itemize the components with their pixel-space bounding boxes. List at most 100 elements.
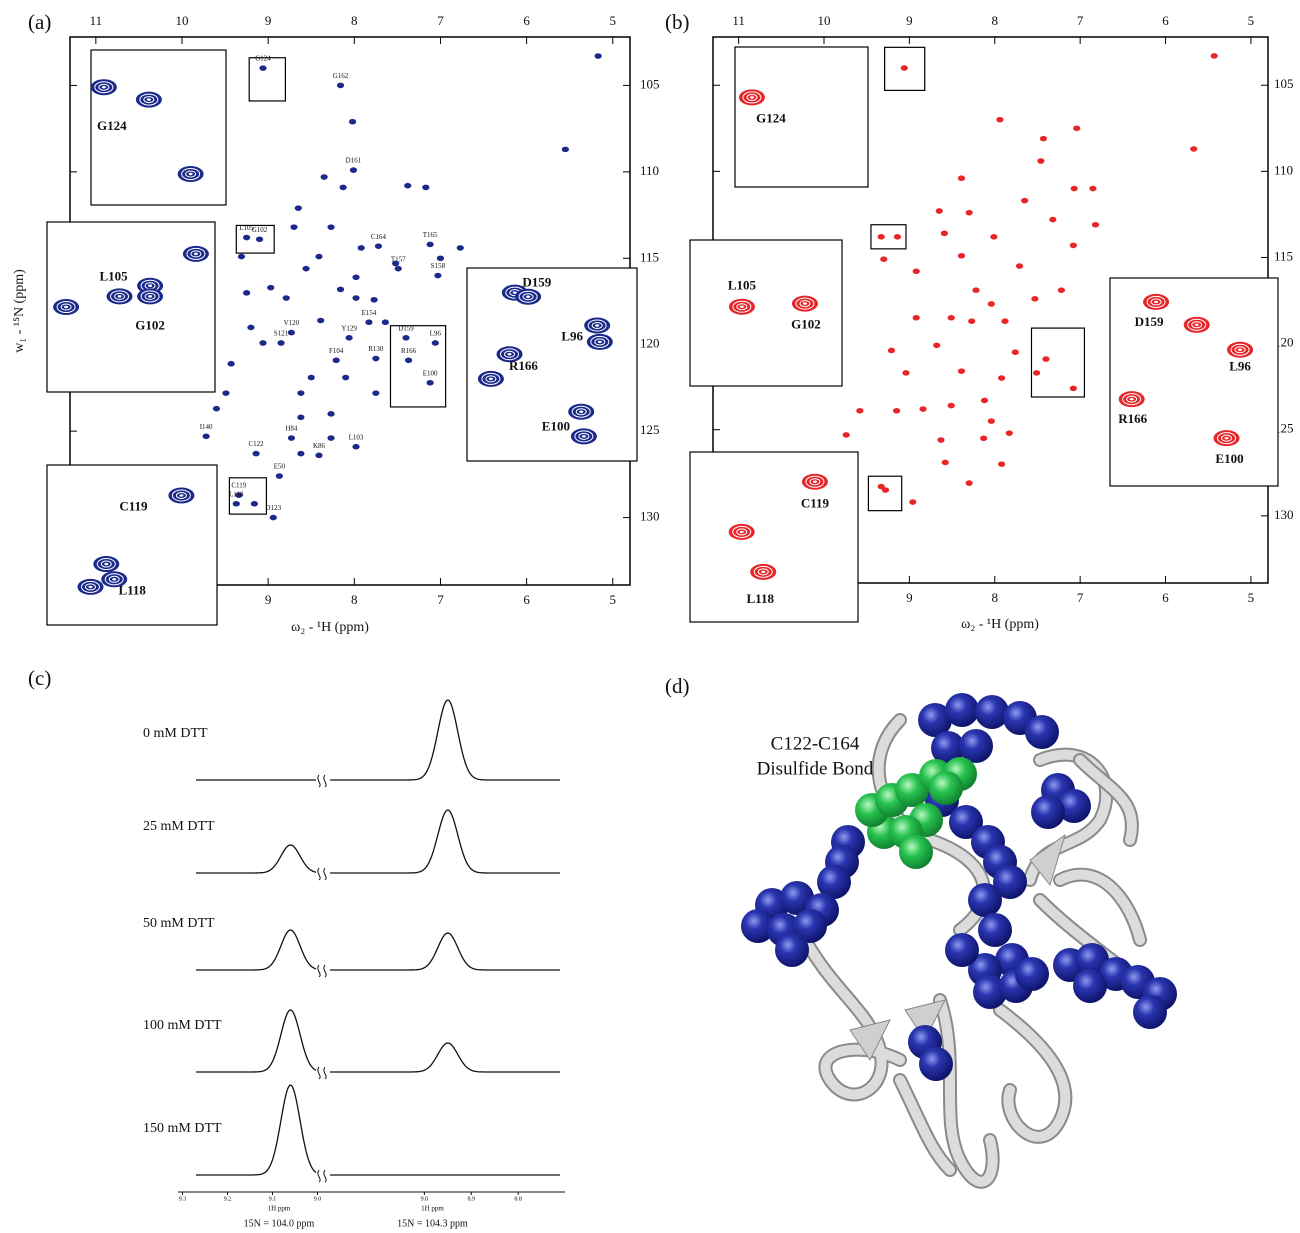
x-tick-label: 9.0	[421, 1196, 429, 1202]
contour	[1154, 301, 1158, 303]
inset-peak-label: G124	[97, 118, 127, 133]
peak	[337, 83, 344, 89]
peak	[958, 368, 965, 374]
contour	[64, 306, 68, 308]
peak-label: C164	[371, 233, 387, 241]
inset-peak	[1227, 342, 1253, 358]
peak-label: E50	[274, 463, 286, 471]
contour	[1195, 324, 1199, 326]
x-tick-label: 7	[437, 13, 444, 28]
peak	[297, 451, 304, 457]
blue-atom	[945, 693, 979, 727]
peak-label: D161	[346, 157, 362, 165]
page: (d) C122-C164 Disulfide Bond (a)ω₂ - ¹H …	[0, 0, 1300, 1233]
inset-peak	[739, 89, 765, 105]
peak	[990, 234, 997, 240]
inset-peak	[729, 299, 755, 315]
peak	[432, 340, 439, 346]
peak	[936, 208, 943, 214]
peak	[1070, 243, 1077, 249]
y-tick-label: 115	[1274, 248, 1293, 263]
peak	[948, 403, 955, 409]
contour	[582, 435, 586, 437]
x-tick-label: 11	[90, 13, 103, 28]
peak	[1092, 222, 1099, 228]
inset-peak	[1143, 294, 1169, 310]
peak	[238, 254, 245, 260]
peak	[882, 487, 889, 493]
peak	[878, 234, 885, 240]
y-tick-label: 105	[1274, 76, 1294, 91]
panel-label: (a)	[28, 10, 51, 34]
contour	[803, 302, 807, 304]
x-tick-label: 10	[818, 13, 831, 28]
x-tick-label: 9	[265, 592, 272, 607]
peak	[372, 356, 379, 362]
peak	[595, 53, 602, 59]
trace-label: 0 mM DTT	[143, 726, 208, 741]
peak-label: G124	[255, 55, 271, 63]
trace-label: 50 mM DTT	[143, 916, 215, 931]
peak	[998, 375, 1005, 381]
x-tick-label: 5	[1248, 13, 1255, 28]
peak	[259, 65, 266, 71]
inset-peak	[568, 404, 594, 420]
inset-peak	[183, 246, 209, 262]
peak	[256, 236, 263, 242]
x-tick-label: 9	[906, 13, 913, 28]
peak	[243, 290, 250, 296]
peak	[327, 224, 334, 230]
inset-peak	[571, 428, 597, 444]
x-tick-label: 6	[523, 592, 530, 607]
peak	[1006, 430, 1013, 436]
inset-peak	[178, 166, 204, 182]
peak	[352, 295, 359, 301]
contour	[148, 285, 152, 287]
peak	[427, 242, 434, 248]
x-axis-label: ω₂ - ¹H (ppm)	[291, 620, 369, 635]
peak-label: V120	[284, 319, 300, 327]
peak	[988, 418, 995, 424]
inset-peak	[137, 288, 163, 304]
blue-atom	[775, 933, 809, 967]
peak	[562, 147, 569, 153]
peak	[981, 398, 988, 404]
contour	[189, 173, 193, 175]
inset-peak-label: E100	[1215, 451, 1243, 466]
peak	[365, 319, 372, 325]
peak	[902, 370, 909, 376]
inset-peak	[53, 299, 79, 315]
inset	[1110, 278, 1278, 486]
figure: (d) C122-C164 Disulfide Bond (a)ω₂ - ¹H …	[0, 0, 1300, 1233]
peak	[937, 437, 944, 443]
peak	[290, 224, 297, 230]
x-tick-label: 8	[351, 592, 358, 607]
peak-label: T165	[423, 231, 438, 239]
peak	[337, 287, 344, 293]
contour	[761, 571, 765, 573]
peak	[243, 235, 250, 241]
contour	[104, 563, 108, 565]
y-tick-label: 130	[640, 509, 660, 524]
contour	[148, 295, 152, 297]
x-axis-label: 1H ppm	[421, 1205, 444, 1213]
inset-peak	[1214, 430, 1240, 446]
peak	[228, 361, 235, 367]
peak	[222, 390, 229, 396]
peak	[315, 254, 322, 260]
y-tick-label: 105	[640, 76, 660, 91]
blue-atom	[968, 883, 1002, 917]
x-tick-label: 9	[906, 590, 913, 605]
peak	[966, 480, 973, 486]
peak	[270, 515, 277, 521]
peak	[948, 315, 955, 321]
peak	[352, 444, 359, 450]
peak	[422, 185, 429, 191]
peak	[395, 266, 402, 272]
peak	[405, 357, 412, 363]
blue-atom	[919, 1047, 953, 1081]
peak	[968, 318, 975, 324]
peak	[333, 357, 340, 363]
peak-label: I140	[200, 423, 213, 431]
contour	[513, 291, 517, 293]
